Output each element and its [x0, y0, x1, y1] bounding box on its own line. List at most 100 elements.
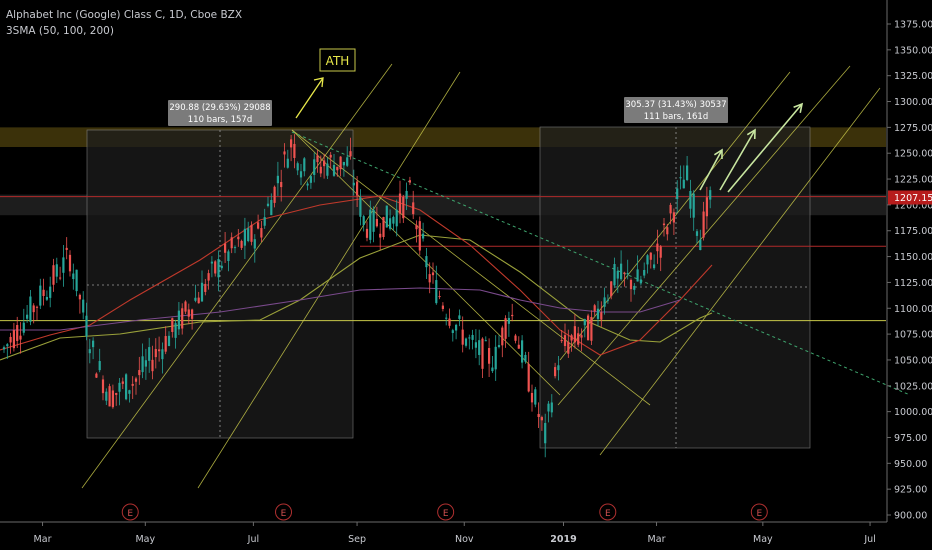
projection-arrow	[719, 129, 756, 191]
candle-body	[422, 233, 425, 239]
candle-body	[537, 414, 540, 417]
candle-body	[326, 163, 329, 176]
earnings-marker-icon	[437, 503, 455, 521]
candle-body	[435, 280, 438, 304]
candle-body	[540, 417, 543, 421]
candle-body	[616, 270, 619, 279]
candle-body	[583, 319, 586, 326]
candle-body	[309, 176, 312, 183]
price-tick-label: 975.00	[894, 433, 927, 444]
candle-body	[521, 340, 524, 363]
last-price-badge	[888, 190, 932, 205]
ath-label: ATH	[326, 54, 350, 68]
candle-body	[158, 349, 161, 352]
time-tick-label: Mar	[34, 534, 52, 545]
price-tick-label: 950.00	[894, 459, 927, 470]
candle-body	[580, 335, 583, 338]
candle-body	[75, 269, 78, 292]
candle-body	[662, 223, 666, 226]
candle-body	[207, 273, 210, 281]
candle-body	[418, 221, 421, 251]
candle-body	[656, 243, 659, 252]
candle-body	[474, 342, 477, 348]
candle-body	[181, 308, 184, 329]
trend-channel-line	[291, 129, 651, 406]
candle-body	[329, 154, 332, 158]
candle-body	[161, 349, 164, 360]
candle-body	[164, 336, 167, 352]
candle-body	[55, 264, 58, 277]
candle-body	[593, 305, 596, 312]
time-tick-label: Jul	[247, 534, 259, 545]
price-tick-label: 900.00	[894, 511, 927, 522]
candle-body	[19, 335, 22, 340]
candle-body	[45, 296, 48, 300]
candle-body	[398, 193, 402, 214]
candle-body	[682, 179, 685, 189]
candle-body	[59, 277, 62, 279]
candle-body	[230, 237, 233, 249]
candle-body	[101, 379, 105, 394]
candle-body	[534, 389, 537, 405]
candle-body	[276, 175, 279, 184]
candle-body	[497, 345, 501, 348]
price-tick-label: 925.00	[894, 485, 927, 496]
price-tick-label: 1300.00	[894, 97, 932, 108]
price-tick-label: 1050.00	[894, 355, 932, 366]
candle-body	[557, 365, 560, 371]
projection-arrow	[699, 149, 723, 191]
candle-body	[402, 196, 405, 219]
candle-body	[623, 272, 626, 274]
candle-body	[458, 315, 461, 319]
candle-body	[16, 324, 19, 341]
candle-body	[233, 247, 237, 249]
candle-body	[214, 261, 217, 274]
candle-body	[141, 356, 144, 373]
candle-body	[128, 390, 131, 394]
candle-body	[144, 360, 147, 367]
price-tick-label: 1150.00	[894, 252, 932, 263]
candle-body	[243, 228, 246, 246]
candle-body	[174, 323, 177, 338]
candle-body	[227, 251, 230, 262]
price-tick-label: 1275.00	[894, 123, 932, 134]
candle-body	[633, 285, 636, 290]
candle-body	[29, 296, 32, 322]
indicator-legend[interactable]: 3SMA (50, 100, 200)	[6, 25, 114, 37]
ath-arrowhead	[313, 77, 324, 88]
candle-body	[240, 240, 243, 248]
candle-body	[319, 166, 322, 174]
candle-body	[600, 312, 603, 320]
candle-body	[32, 305, 35, 313]
candle-body	[9, 336, 12, 343]
candle-body	[389, 218, 392, 229]
candle-body	[577, 333, 580, 345]
candle-body	[247, 228, 250, 242]
candle-body	[507, 317, 510, 324]
ath-arrow	[295, 77, 324, 119]
candle-body	[121, 381, 124, 384]
candle-body	[286, 158, 289, 168]
candle-body	[184, 301, 187, 312]
price-tick-label: 1375.00	[894, 20, 932, 31]
candle-body	[365, 228, 369, 238]
candle-body	[524, 354, 527, 362]
candle-body	[395, 209, 398, 227]
candle-body	[42, 289, 45, 297]
candle-body	[408, 180, 411, 183]
candle-body	[613, 264, 616, 286]
range-box-right	[539, 126, 811, 449]
candle-body	[78, 294, 81, 300]
candle-body	[669, 204, 672, 214]
candle-body	[392, 216, 395, 224]
candle-body	[567, 341, 570, 354]
candle-body	[98, 361, 101, 371]
candle-body	[461, 329, 464, 345]
candle-body	[303, 158, 306, 172]
candle-body	[313, 159, 316, 175]
candle-body	[138, 370, 141, 376]
price-tick-label: 1200.00	[894, 200, 932, 211]
candle-body	[2, 347, 6, 350]
candle-body	[530, 392, 534, 403]
